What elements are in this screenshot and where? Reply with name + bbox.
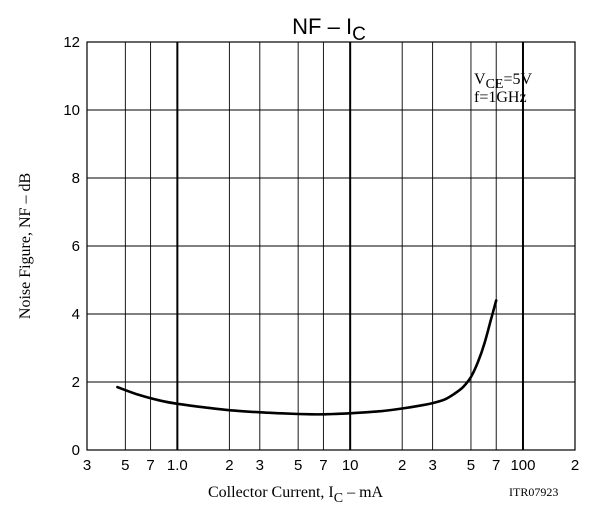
x-axis-label-unit: – mA [343, 484, 383, 501]
chart-title: NF – IC [292, 14, 366, 45]
frequency-condition: f=1GHz [474, 89, 527, 106]
y-tick-label: 10 [63, 102, 80, 119]
chart-title-main: NF – I [292, 14, 352, 39]
figure-code: ITR07923 [509, 485, 558, 499]
y-tick-label: 8 [72, 170, 80, 187]
plot-frame [86, 41, 576, 451]
y-tick-label: 0 [72, 442, 80, 459]
x-tick-label: 100 [510, 457, 535, 474]
vce-condition-subscript: CE [486, 77, 504, 92]
y-tick-label: 2 [72, 374, 80, 391]
x-tick-label: 3 [256, 457, 264, 474]
vce-condition: VCE=5V [474, 71, 532, 92]
y-tick-label: 12 [63, 34, 80, 51]
y-axis-label: Noise Figure, NF – dB [17, 173, 34, 319]
x-tick-label: 7 [492, 457, 500, 474]
x-tick-label: 2 [398, 457, 406, 474]
x-tick-labels: 3 5 7 1.0 2 3 5 7 10 2 3 5 7 100 2 [83, 457, 579, 474]
vce-condition-value: =5V [503, 71, 532, 88]
x-axis-label-main: Collector Current, I [208, 484, 334, 501]
x-tick-label: 5 [121, 457, 129, 474]
x-tick-label: 1.0 [167, 457, 188, 474]
y-tick-label: 6 [72, 238, 80, 255]
x-tick-label: 5 [294, 457, 302, 474]
nf-curve [116, 299, 498, 416]
chart-title-subscript: C [352, 24, 366, 45]
x-tick-label: 7 [319, 457, 327, 474]
vce-condition-main: V [474, 71, 486, 88]
x-axis-label-subscript: C [334, 491, 343, 506]
x-tick-label: 5 [467, 457, 475, 474]
y-tick-labels: 0 2 4 6 8 10 12 [63, 34, 80, 459]
x-axis-label: Collector Current, IC – mA [208, 484, 384, 506]
x-tick-label: 2 [225, 457, 233, 474]
y-tick-label: 4 [72, 306, 80, 323]
x-tick-label: 10 [342, 457, 359, 474]
x-tick-label: 3 [428, 457, 436, 474]
x-tick-label: 7 [146, 457, 154, 474]
x-tick-label: 2 [571, 457, 579, 474]
x-tick-label: 3 [83, 457, 91, 474]
